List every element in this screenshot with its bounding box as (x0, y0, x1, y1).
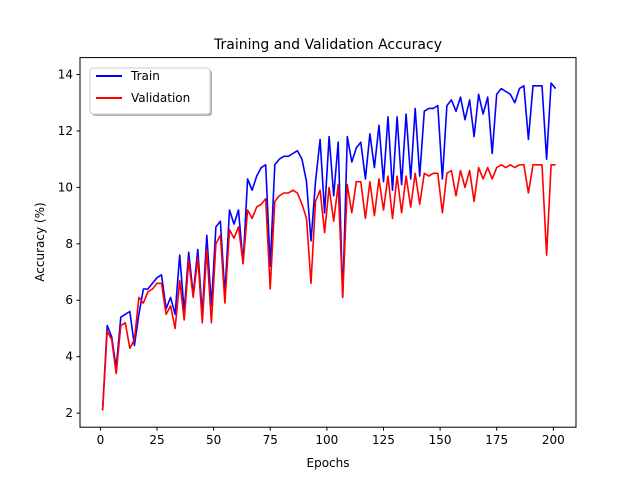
chart-title: Training and Validation Accuracy (213, 37, 442, 53)
x-tick-label: 50 (206, 433, 221, 447)
x-tick-label: 75 (263, 433, 278, 447)
legend-label-train: Train (130, 69, 160, 83)
legend-label-validation: Validation (131, 91, 190, 105)
y-axis-ticks: 2 4 6 8 10 12 14 (58, 68, 80, 420)
x-axis-label: Epochs (307, 456, 350, 470)
legend: Train Validation (89, 67, 212, 116)
x-tick-label: 150 (429, 433, 452, 447)
y-tick-label: 2 (65, 406, 73, 420)
x-tick-label: 100 (315, 433, 338, 447)
plot-series-group (101, 82, 557, 411)
x-tick-label: 25 (149, 433, 164, 447)
x-axis-ticks: 0 25 50 75 100 125 150 175 200 (97, 427, 565, 447)
y-axis-label: Accuracy (%) (33, 202, 47, 281)
y-tick-label: 8 (65, 237, 73, 251)
x-tick-label: 125 (372, 433, 395, 447)
legend-box (89, 67, 211, 115)
x-tick-label: 0 (97, 433, 105, 447)
x-tick-label: 200 (542, 433, 565, 447)
x-tick-label: 175 (485, 433, 508, 447)
series-line-train (101, 82, 557, 411)
y-tick-label: 14 (58, 68, 73, 82)
y-tick-label: 4 (65, 350, 73, 364)
series-line-validation (101, 164, 556, 411)
y-tick-label: 6 (65, 293, 73, 307)
y-tick-label: 12 (58, 124, 73, 138)
plot-area-frame (79, 57, 577, 428)
y-tick-label: 10 (58, 180, 73, 194)
